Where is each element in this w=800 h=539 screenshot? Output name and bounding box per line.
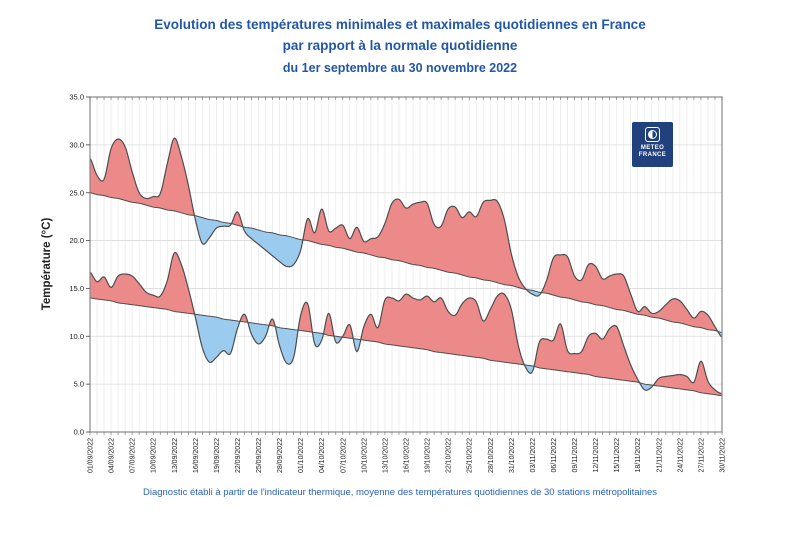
tmin-above-normal-area: [239, 314, 248, 323]
tmin-below-normal-area: [194, 314, 240, 363]
x-tick-label: 19/09/2022: [214, 438, 221, 473]
tmax-above-normal-area: [541, 254, 718, 332]
footer-note: Diagnostic établi à partir de l'indicate…: [142, 487, 658, 498]
logo-text-line-1: METEO: [640, 145, 665, 151]
logo-text: METEO FRANCE: [639, 145, 666, 159]
x-tick-label: 30/11/2022: [720, 438, 727, 473]
x-tick-label: 01/10/2022: [298, 438, 305, 473]
y-tick-label: 10.0: [69, 332, 84, 341]
x-tick-label: 25/09/2022: [256, 438, 263, 473]
tmin-above-normal-area: [90, 252, 195, 315]
x-tick-label: 16/10/2022: [404, 438, 411, 473]
tmax-above-normal-area: [231, 211, 243, 227]
y-tick-label: 5.0: [74, 380, 84, 389]
tmax-below-normal-area: [242, 226, 303, 267]
x-tick-label: 06/11/2022: [551, 438, 558, 473]
x-tick-label: 28/09/2022: [277, 438, 284, 473]
tmin-below-normal-area: [275, 326, 299, 365]
y-tick-label: 35.0: [69, 93, 84, 102]
x-tick-label: 19/10/2022: [425, 438, 432, 473]
tmax-below-normal-area: [194, 215, 232, 245]
tmin-below-normal-area: [524, 364, 535, 374]
x-tick-label: 24/11/2022: [677, 438, 684, 473]
logo-circle-icon: [648, 130, 657, 139]
tmax-above-normal-area: [302, 199, 527, 290]
chart-title-line-3: du 1er septembre au 30 novembre 2022: [282, 61, 518, 75]
logo-globe-icon: [645, 127, 660, 142]
tmin-above-normal-area: [360, 293, 525, 365]
x-tick-label: 16/09/2022: [193, 438, 200, 473]
chart-title-line-1: Evolution des températures minimales et …: [154, 17, 646, 32]
y-tick-label: 30.0: [69, 140, 84, 149]
y-axis-title: Température (°C): [41, 218, 53, 311]
x-tick-label: 12/11/2022: [593, 438, 600, 473]
x-tick-label: 22/10/2022: [446, 438, 453, 473]
x-tick-label: 07/09/2022: [130, 438, 137, 473]
tmin-above-normal-area: [534, 323, 640, 383]
x-tick-label: 10/10/2022: [361, 438, 368, 473]
x-tick-label: 04/09/2022: [109, 438, 116, 473]
x-tick-label: 10/09/2022: [151, 438, 158, 473]
chart-title-line-2: par rapport à la normale quotidienne: [282, 38, 518, 53]
tmax-normal-line: [89, 192, 723, 333]
x-tick-label: 13/09/2022: [172, 438, 179, 473]
x-tick-label: 25/10/2022: [467, 438, 474, 473]
x-tick-label: 18/11/2022: [635, 438, 642, 473]
logo-text-line-2: FRANCE: [638, 152, 667, 158]
x-tick-label: 13/10/2022: [382, 438, 389, 473]
x-tick-label: 01/09/2022: [88, 438, 95, 473]
tmin-actual-line: [89, 251, 723, 395]
tmin-above-normal-area: [653, 361, 722, 396]
x-tick-label: 04/10/2022: [319, 438, 326, 473]
tmax-actual-line: [89, 137, 723, 338]
tmin-above-normal-area: [323, 313, 335, 337]
y-tick-label: 25.0: [69, 188, 84, 197]
tmin-normal-line: [89, 297, 723, 397]
x-tick-label: 07/10/2022: [340, 438, 347, 473]
tmin-below-normal-area: [312, 332, 324, 347]
y-tick-label: 0.0: [74, 428, 84, 437]
tmax-above-normal-area: [90, 138, 195, 216]
x-tick-label: 22/09/2022: [235, 438, 242, 473]
y-tick-label: 20.0: [69, 236, 84, 245]
meteo-france-logo: METEO FRANCE: [632, 122, 673, 167]
x-tick-label: 03/11/2022: [530, 438, 537, 473]
y-tick-label: 15.0: [69, 284, 84, 293]
x-tick-label: 27/11/2022: [698, 438, 705, 473]
tmin-below-normal-area: [353, 338, 361, 352]
x-tick-label: 21/11/2022: [656, 438, 663, 473]
x-tick-label: 15/11/2022: [614, 438, 621, 473]
x-tick-label: 28/10/2022: [488, 438, 495, 473]
x-tick-label: 09/11/2022: [572, 438, 579, 473]
chart-title: Evolution des températures minimales et …: [0, 14, 800, 75]
tmax-below-normal-area: [526, 289, 542, 297]
x-tick-label: 31/10/2022: [509, 438, 516, 473]
